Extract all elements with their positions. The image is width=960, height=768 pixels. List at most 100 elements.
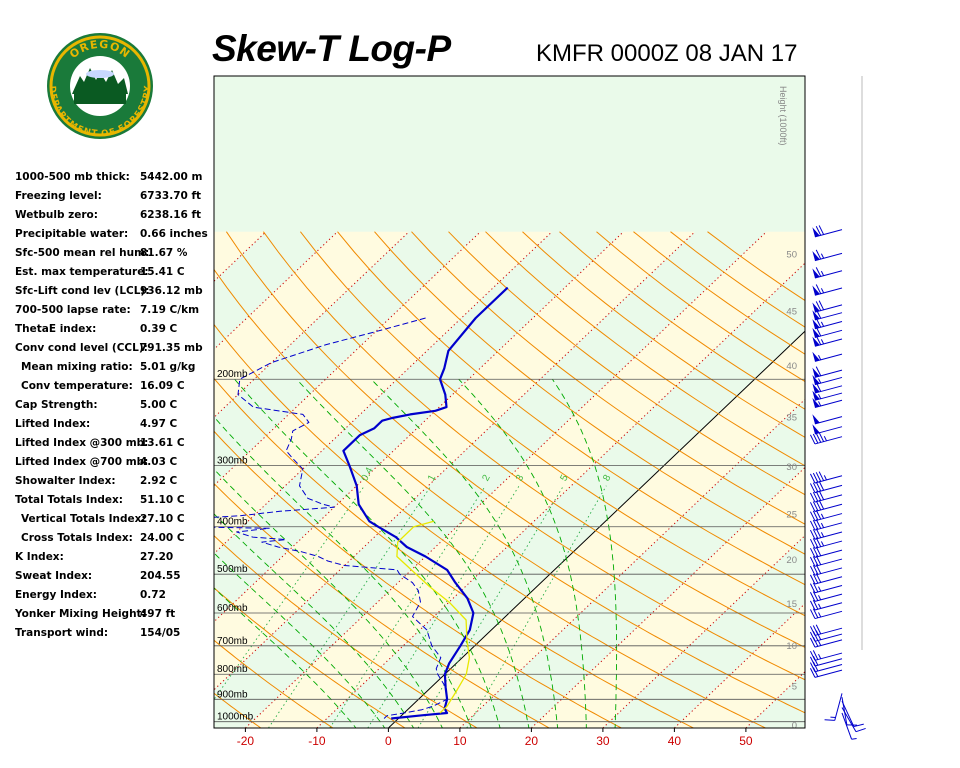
stat-value: 936.12 mb [140,285,203,297]
stat-row: Transport wind: 154/05 [15,624,215,643]
wind-barb [812,397,843,409]
stat-value: 7.19 C/km [140,304,200,316]
x-tick-label: 50 [739,734,753,748]
oregon-forestry-logo: OREGON DEPARTMENT OF FORESTRY [47,33,153,139]
height-tick-label: 25 [786,510,797,521]
wind-barb [809,564,843,576]
wind-barb [809,509,843,522]
dry-adiabat [262,231,805,648]
stat-row: Lifted Index @300 mb: 13.61 C [15,434,215,453]
height-tick-label: 15 [786,599,797,610]
mixing-ratio-label: 8 [601,473,614,483]
stat-label: Conv cond level (CCL): [15,342,148,354]
isobar-label: 200mb [217,369,248,380]
stat-value: 4.03 C [140,456,178,468]
stat-row: ThetaE index: 0.39 C [15,320,215,339]
dry-adiabat [522,231,805,438]
stat-value: 2.92 C [140,475,178,487]
stat-value: 0.39 C [140,323,178,335]
stat-label: Precipitable water: [15,228,129,240]
moist-adiabat [214,513,415,728]
stat-row: Precipitable water: 0.66 inches [15,225,215,244]
stat-row: Sfc-500 mean rel hum: 81.67 % [15,244,215,263]
stat-row: Showalter Index: 2.92 C [15,472,215,491]
wind-barb [812,390,843,401]
isobar-label: 400mb [217,517,248,528]
stat-label: Mean mixing ratio: [21,361,133,373]
x-tick-label: 30 [596,734,610,748]
mixing-ratio-line [466,485,607,728]
stat-value: 51.10 C [140,494,185,506]
dry-adiabat [448,231,805,496]
stat-value: 4.97 C [140,418,178,430]
isotherm-band [214,231,695,690]
wind-barb [809,650,843,661]
dry-adiabat [485,231,805,467]
stat-row: Yonker Mixing Height: 497 ft [15,605,215,624]
wind-barb [809,582,843,594]
dry-adiabat [214,377,695,728]
dry-adiabat [214,535,479,728]
parcel-line [396,520,471,714]
stat-value: 27.20 [140,551,174,563]
stat-row: Total Totals Index: 51.10 C [15,491,215,510]
stat-row: Est. max temperature: 15.41 C [15,263,215,282]
dry-adiabat [214,692,262,728]
freezing-isotherm [388,330,805,728]
stat-label: ThetaE index: [15,323,97,335]
stat-value: 154/05 [140,627,181,639]
stat-value: 16.09 C [140,380,185,392]
dry-adiabat [214,639,334,728]
wind-barb [809,591,843,602]
stat-row: 1000-500 mb thick: 5442.00 m [15,168,215,187]
wind-barb [812,366,843,378]
dry-adiabat [214,482,551,728]
isotherm-line [0,232,123,728]
height-tick-label: 40 [786,361,797,372]
stat-value: 497 ft [140,608,176,620]
stability-indices-panel: 1000-500 mb thick: 5442.00 m Freezing leve… [15,168,215,643]
wind-barb [812,351,843,362]
plot-frame [213,75,806,729]
isotherm-line [0,232,194,728]
mixing-ratio-line [268,485,432,728]
x-tick-label: 20 [525,734,539,748]
stat-label: Lifted Index @700 mb: [15,456,149,468]
stat-row: Sweat Index: 204.55 [15,567,215,586]
stat-label: Total Totals Index: [15,494,123,506]
stat-label: Sfc-Lift cond lev (LCL): [15,285,150,297]
wind-barb [809,546,843,558]
dry-adiabat [0,232,191,730]
height-tick-label: 35 [786,413,797,424]
stat-label: 1000-500 mb thick: [15,171,130,183]
dry-adiabat [411,231,805,525]
isobar-label: 500mb [217,564,248,575]
stat-row: Lifted Index: 4.97 C [15,415,215,434]
x-tick-label: 10 [453,734,467,748]
stat-label: Cross Totals Index: [21,532,133,544]
stat-label: Freezing level: [15,190,102,202]
isobar-label: 300mb [217,456,248,467]
mixing-ratio-line [417,485,564,728]
wind-barb [812,326,843,339]
dry-adiabat [0,232,119,730]
stat-value: 27.10 C [140,513,185,525]
wind-barb [809,519,843,531]
x-tick-label: 0 [385,734,392,748]
height-tick-label: 0 [792,721,797,732]
height-tick-label: 45 [786,306,797,317]
dry-adiabat [225,231,805,681]
wind-barb [809,528,843,540]
stat-label: Wetbulb zero: [15,209,98,221]
station-time-label: KMFR 0000Z 08 JAN 17 [536,40,798,67]
dry-adiabat [300,231,805,617]
stat-value: 5442.00 m [140,171,203,183]
x-tick-label: 40 [668,734,682,748]
stat-value: 5.00 C [140,399,178,411]
dry-adiabat [214,323,767,728]
stat-value: 6238.16 ft [140,209,202,221]
height-axis-label: Height (1000ft) [778,86,788,146]
isobar-label: 600mb [217,603,248,614]
height-tick-label: 10 [786,641,797,652]
mixing-ratio-label: 3 [514,473,527,483]
